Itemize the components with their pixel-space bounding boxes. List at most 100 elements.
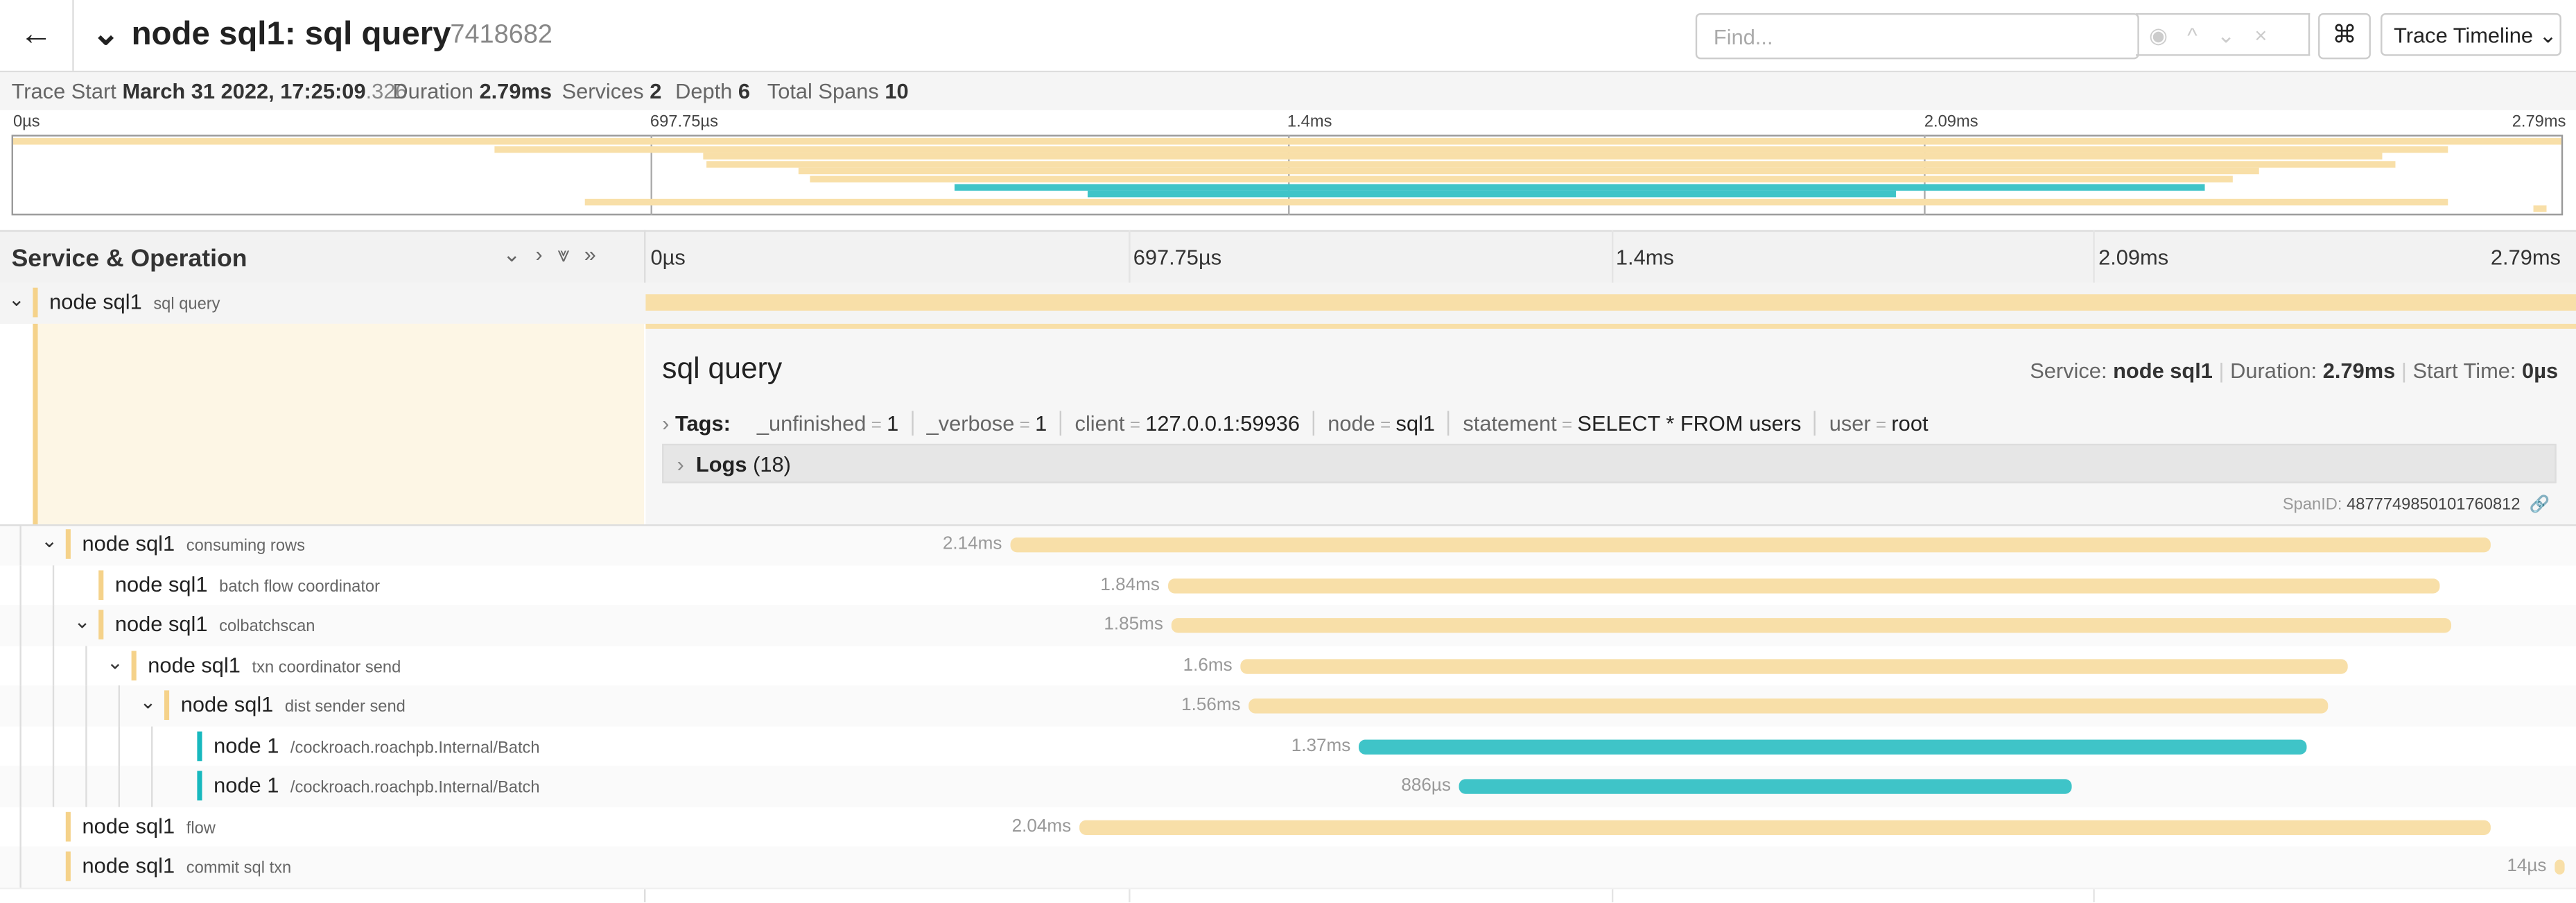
duration-label: 1.85ms xyxy=(1104,614,1163,635)
value: 6 xyxy=(738,78,751,104)
detail-panel: sql query Service: node sql1 | Duration:… xyxy=(645,323,2576,525)
service-name: node sql1 xyxy=(82,531,175,556)
column-title: Service & Operation xyxy=(11,245,247,273)
tree-guide xyxy=(52,726,55,767)
minimap-bar xyxy=(798,168,2259,175)
tag: _verbose = 1 xyxy=(912,411,1047,436)
span-name[interactable]: node sql1 flow xyxy=(82,814,215,839)
span-name[interactable]: node sql1 batch flow coordinator xyxy=(115,572,380,597)
span-name[interactable]: node 1/cockroach.roachpb.Internal/Batch xyxy=(214,773,540,798)
tree-guide xyxy=(19,807,21,848)
span-bar xyxy=(2555,859,2565,875)
service-name: node sql1 xyxy=(82,814,175,839)
tree-guide xyxy=(151,726,153,767)
span-bar xyxy=(645,294,2576,311)
find-placeholder: Find... xyxy=(1713,24,1773,50)
tag-value: 1 xyxy=(1035,411,1047,436)
logs[interactable]: › Logs (18) xyxy=(662,443,2557,483)
operation-name: flow xyxy=(186,820,216,839)
value: 2 xyxy=(650,78,662,104)
summary-item: Services 2 xyxy=(562,72,662,110)
trace-id: 7418682 xyxy=(450,21,553,50)
expand-toggle[interactable]: ⌄ xyxy=(107,651,123,674)
minimap-tick-label: 1.4ms xyxy=(1287,113,1332,132)
value: 10 xyxy=(885,78,909,104)
value: node sql1 xyxy=(2113,358,2213,384)
service-name: node sql1 xyxy=(82,853,175,878)
tag-value: root xyxy=(1891,411,1929,436)
expand-toggle[interactable]: ⌄ xyxy=(139,690,157,714)
collapse-icon[interactable]: ⌄ xyxy=(92,16,120,53)
tag-key: _unfinished xyxy=(756,411,867,436)
tree-guide xyxy=(52,565,55,606)
tree-guide xyxy=(19,726,21,767)
span-name[interactable]: node sql1 txn coordinator send xyxy=(148,653,401,678)
value: March 31 2022, 17:25:09 xyxy=(122,78,366,104)
shortcut-button[interactable]: ⌘ xyxy=(2318,12,2371,60)
label: Services xyxy=(562,78,644,104)
tag-value: 1 xyxy=(887,411,899,436)
value: .326 xyxy=(365,78,408,104)
expand-controls[interactable]: ⌄›⩔» xyxy=(503,241,611,266)
tree-guide xyxy=(85,646,87,687)
expand-toggle[interactable]: ⌄ xyxy=(73,610,91,633)
tag: statement = SELECT * FROM users xyxy=(1448,411,1802,436)
detail-left xyxy=(33,323,645,525)
expand-toggle[interactable]: ⌄ xyxy=(41,529,58,553)
duration-label: 886µs xyxy=(1401,775,1451,796)
timeline-tick-label: 1.4ms xyxy=(1615,245,1674,270)
tag-key: statement xyxy=(1463,411,1557,436)
timeline-tick-label: 697.75µs xyxy=(1133,245,1222,270)
tree-guide xyxy=(19,766,21,807)
service-swatch xyxy=(197,771,202,801)
tag-value: SELECT * FROM users xyxy=(1577,411,1802,436)
tag: _unfinished = 1 xyxy=(756,411,899,436)
tree-guide xyxy=(85,726,87,767)
tree-guide xyxy=(19,846,21,887)
expand-toggle[interactable]: ⌄ xyxy=(8,287,25,311)
view-label: Trace Timeline xyxy=(2394,23,2534,48)
label: Duration xyxy=(392,78,473,104)
span-name[interactable]: node 1/cockroach.roachpb.Internal/Batch xyxy=(214,733,540,758)
operation-name: /cockroach.roachpb.Internal/Batch xyxy=(290,779,540,798)
service-name: node sql1 xyxy=(114,611,208,637)
minimap-bar xyxy=(1086,191,1896,198)
tag-value: sql1 xyxy=(1395,411,1436,436)
tag-key: _verbose xyxy=(926,411,1015,436)
view-select[interactable]: Trace Timeline ⌄ xyxy=(2381,12,2561,56)
duration-label: 2.04ms xyxy=(1011,816,1072,837)
span-bar xyxy=(1359,739,2306,755)
span-name[interactable]: node sql1 sql query xyxy=(49,289,220,314)
summary-item: Duration 2.79ms xyxy=(392,72,552,110)
tree-guide xyxy=(151,766,153,807)
span-bar xyxy=(1167,578,2441,594)
tag-key: client xyxy=(1074,411,1125,436)
service-swatch xyxy=(197,731,202,762)
span-name[interactable]: node sql1 consuming rows xyxy=(82,531,305,556)
tags[interactable]: › Tags: _unfinished = 1 _verbose = 1 client… xyxy=(662,411,1929,436)
tags-label: Tags: xyxy=(675,411,731,436)
span-bar xyxy=(1010,537,2491,553)
duration-label: 14µs xyxy=(2507,856,2547,877)
tag-value: 127.0.0.1:59936 xyxy=(1145,411,1300,436)
span-name[interactable]: node sql1 dist sender send xyxy=(181,692,406,717)
tree-guide xyxy=(19,565,21,606)
summary: Trace Start March 31 2022, 17:25:09.326 … xyxy=(0,72,2576,110)
span-name[interactable]: node sql1 colbatchscan xyxy=(115,612,315,637)
span-name[interactable]: node sql1 commit sql txn xyxy=(82,853,291,878)
column-header: Service & Operation ⌄›⩔» xyxy=(0,230,2576,286)
find-input[interactable]: Find... xyxy=(1695,12,2139,60)
tree-guide xyxy=(52,685,55,726)
find-controls[interactable]: ◉^⌄× xyxy=(2135,12,2310,56)
minimap-bar xyxy=(809,175,2234,183)
minimap-bar xyxy=(12,138,2561,145)
minimap-tick xyxy=(1287,135,1289,216)
span-id: SpanID: 4877749850101760812 🔗 xyxy=(2282,496,2550,515)
service-name: node 1 xyxy=(214,772,279,798)
service-swatch xyxy=(164,690,170,721)
service-swatch xyxy=(131,651,137,681)
detail-meta: Service: node sql1 | Duration: 2.79ms | … xyxy=(2030,358,2559,384)
minimap[interactable]: 0µs 697.75µs 1.4ms 2.09ms 2.79ms xyxy=(0,110,2576,227)
back-button[interactable]: ← xyxy=(0,0,74,71)
